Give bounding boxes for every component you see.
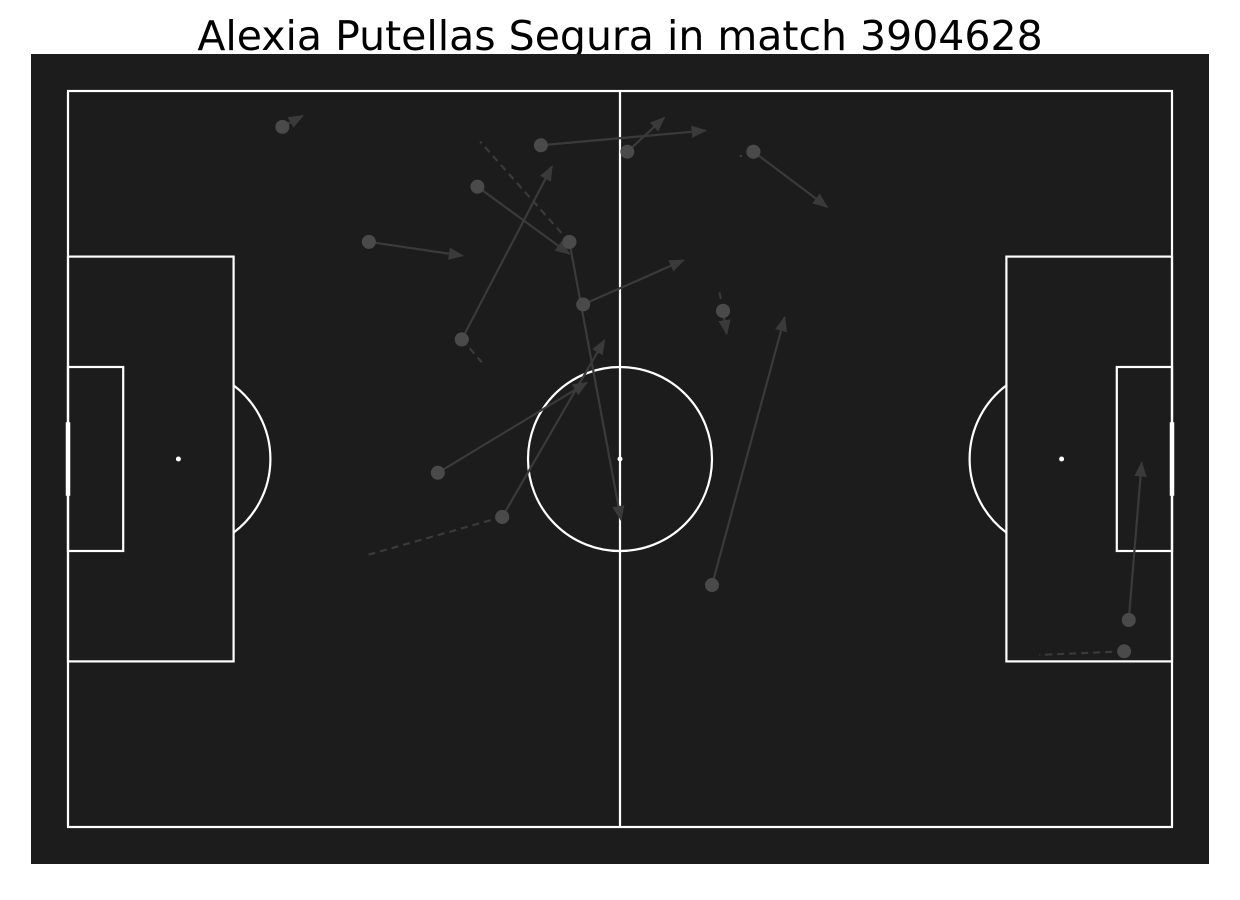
event-start-point	[562, 234, 577, 249]
event-start-point	[705, 578, 719, 593]
pass-event	[430, 381, 589, 480]
pass-event	[454, 165, 553, 347]
pass-event	[705, 315, 787, 593]
pass-arrow	[568, 241, 625, 522]
right-penalty-spot	[1059, 456, 1065, 462]
carry-line	[1039, 650, 1125, 657]
pass-event	[620, 116, 666, 159]
carry-event	[1039, 644, 1132, 659]
pass-arrow	[540, 125, 708, 147]
pass-event	[1121, 461, 1147, 627]
event-start-point	[495, 509, 510, 524]
pass-arrow	[460, 165, 553, 340]
event-start-point	[620, 144, 635, 159]
right-penalty-arc	[968, 384, 1008, 534]
event-start-point	[275, 119, 290, 134]
pass-event	[361, 234, 465, 260]
pass-arrow	[626, 116, 666, 153]
event-start-point	[454, 332, 469, 347]
pass-event	[746, 144, 829, 208]
pass-arrow	[710, 315, 787, 586]
pass-event	[716, 303, 731, 336]
chart-title: Alexia Putellas Segura in match 3904628	[197, 12, 1043, 60]
carry-line	[479, 140, 571, 243]
pass-arrow	[501, 338, 606, 518]
pass-arrow	[437, 381, 589, 474]
event-start-point	[576, 297, 591, 312]
pass-event	[275, 114, 304, 134]
pitch-markings	[65, 89, 1175, 829]
pass-arrow	[1127, 461, 1147, 621]
left-penalty-spot	[175, 456, 181, 462]
event-start-point	[361, 234, 376, 249]
event-start-point	[1121, 613, 1136, 627]
event-start-point	[470, 179, 485, 194]
event-start-point	[716, 303, 731, 318]
centre-circle	[526, 365, 714, 553]
centre-spot	[617, 456, 623, 462]
event-start-point	[1117, 644, 1132, 659]
event-start-point	[746, 144, 761, 159]
pass-arrow	[582, 259, 685, 306]
pass-arrow	[752, 150, 829, 208]
event-start-point	[533, 138, 548, 153]
pass-event	[495, 338, 606, 524]
pass-event	[562, 234, 625, 522]
pass-event	[576, 259, 685, 312]
left-penalty-arc	[232, 384, 272, 534]
pass-arrow	[368, 240, 465, 260]
event-marks	[275, 114, 1147, 659]
pass-event	[533, 125, 708, 153]
event-start-point	[430, 465, 445, 480]
